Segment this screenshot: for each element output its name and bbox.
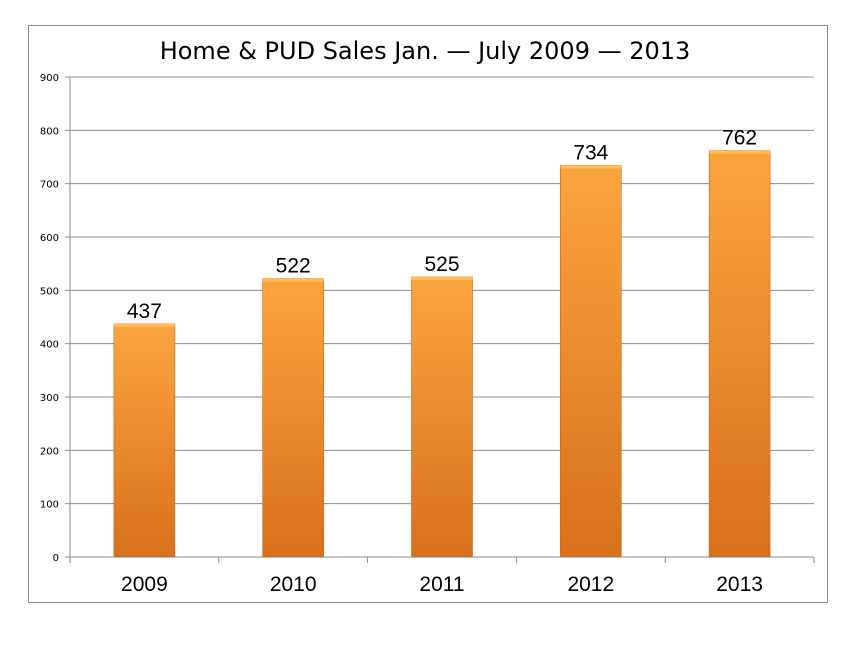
bar-highlight (560, 165, 622, 169)
chart-frame: Home & PUD Sales Jan. — July 2009 — 2013… (28, 25, 828, 603)
data-labels: 437 522 525 734 762 (127, 127, 757, 323)
x-tick-label-2009: 2009 (121, 573, 168, 596)
data-label-2010: 522 (276, 255, 311, 278)
data-label-2011: 525 (424, 253, 459, 276)
data-label-2009: 437 (127, 300, 162, 323)
y-tick-label: 800 (40, 126, 59, 137)
bar-2012 (559, 165, 622, 558)
bar-highlight (709, 150, 771, 154)
y-tick-label: 600 (40, 233, 59, 244)
data-label-2013: 762 (722, 127, 757, 150)
bars (113, 150, 771, 558)
bar-chart: Home & PUD Sales Jan. — July 2009 — 2013… (40, 37, 815, 596)
chart-title: Home & PUD Sales Jan. — July 2009 — 2013 (160, 37, 691, 65)
y-tick-label: 100 (40, 500, 59, 511)
bar-highlight (411, 277, 473, 280)
y-tick-label: 400 (40, 340, 59, 351)
bar-highlight (262, 278, 324, 282)
data-label-2012: 734 (573, 142, 608, 165)
y-tick-label: 200 (40, 446, 59, 457)
y-tick-label: 0 (53, 553, 59, 564)
x-tick-label-2011: 2011 (419, 573, 464, 596)
x-axis: 2009 2010 2011 2012 2013 (69, 557, 815, 596)
bar-2011 (411, 276, 473, 558)
x-tick-label-2013: 2013 (716, 573, 763, 596)
y-tick-label: 500 (40, 286, 59, 297)
y-axis: 0 100 200 300 400 500 600 700 800 900 (40, 73, 71, 564)
x-tick-label-2010: 2010 (270, 573, 317, 596)
bar-2009 (113, 323, 176, 558)
bar-2013 (708, 150, 771, 558)
bar-highlight (113, 323, 175, 327)
bar-2010 (262, 278, 324, 558)
x-tick-label-2012: 2012 (567, 573, 614, 596)
y-tick-label: 900 (40, 73, 59, 84)
y-tick-label: 700 (40, 180, 59, 191)
y-tick-label: 300 (40, 393, 59, 404)
